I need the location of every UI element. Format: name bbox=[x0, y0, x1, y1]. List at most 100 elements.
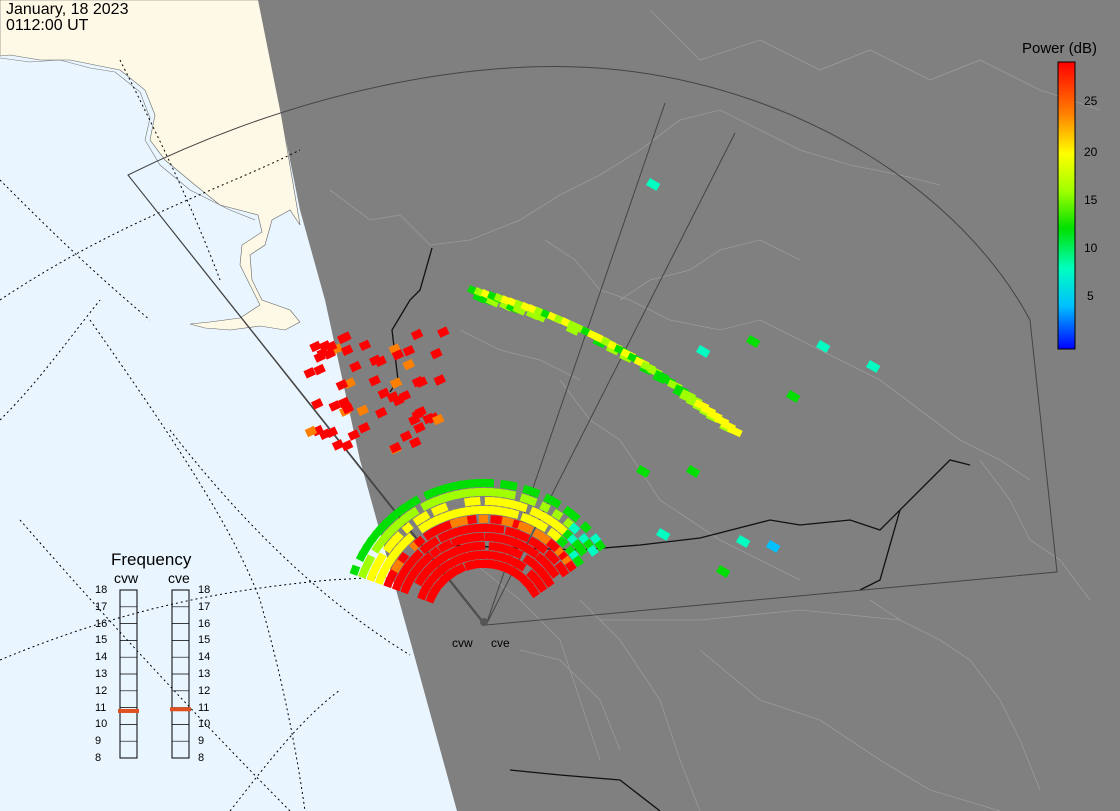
colorbar-tick: 20 bbox=[1084, 145, 1098, 159]
night-region bbox=[258, 0, 1120, 811]
echo-cell bbox=[557, 565, 570, 578]
echo-cell bbox=[323, 348, 336, 360]
echo-cell bbox=[696, 345, 711, 358]
echo-cell bbox=[529, 487, 541, 498]
echo-cell bbox=[410, 328, 424, 341]
echo-cell bbox=[474, 532, 485, 542]
echo-cell bbox=[547, 552, 560, 565]
echo-cell bbox=[391, 349, 405, 361]
echo-cell bbox=[716, 565, 731, 578]
echo-cell bbox=[356, 404, 369, 417]
echo-cell bbox=[549, 497, 562, 509]
echo-cell bbox=[575, 544, 588, 557]
echo-cell bbox=[441, 539, 454, 551]
colorbar-tick: 10 bbox=[1084, 241, 1098, 255]
echo-cell bbox=[324, 340, 338, 353]
echo-cell bbox=[402, 532, 415, 545]
echo-cell bbox=[461, 479, 472, 489]
echo-cell bbox=[339, 331, 352, 343]
echo-cell bbox=[309, 340, 322, 353]
freq-radar-cve: cve bbox=[168, 570, 190, 586]
echo-cell bbox=[766, 539, 781, 553]
echo-cell bbox=[477, 487, 487, 497]
echo-cell bbox=[487, 551, 498, 560]
echo-cell bbox=[428, 536, 441, 549]
frequency-scale-label: 17 bbox=[198, 600, 211, 613]
echo-cell bbox=[594, 539, 607, 552]
echo-cell bbox=[374, 406, 388, 419]
echo-cell bbox=[686, 465, 701, 478]
echo-cell bbox=[437, 502, 449, 514]
echo-cell bbox=[636, 465, 651, 478]
echo-cell bbox=[407, 506, 420, 519]
echo-cell bbox=[418, 510, 431, 523]
echo-cell bbox=[357, 421, 371, 434]
frequency-scale-label: 15 bbox=[95, 634, 108, 647]
radar-site-marker bbox=[480, 618, 488, 626]
echo-cell bbox=[363, 554, 376, 566]
echo-cell bbox=[408, 414, 421, 426]
echo-cell bbox=[485, 296, 500, 308]
echo-cell bbox=[445, 481, 457, 492]
colorbar-tick: 15 bbox=[1084, 193, 1098, 207]
echo-cell bbox=[568, 522, 581, 535]
frequency-marker bbox=[118, 708, 139, 713]
echo-cell bbox=[433, 374, 446, 386]
echo-cell bbox=[398, 390, 412, 402]
radar-label-cve: cve bbox=[491, 636, 510, 650]
echo-cell bbox=[310, 398, 324, 410]
echo-cell bbox=[507, 481, 518, 491]
lat-lon-grid bbox=[0, 59, 421, 811]
echo-cell bbox=[512, 305, 526, 316]
echo-cell bbox=[475, 541, 486, 551]
echo-cell bbox=[313, 363, 326, 376]
echo-cell bbox=[391, 531, 404, 544]
echo-cell bbox=[508, 509, 520, 519]
echo-cell bbox=[469, 487, 480, 497]
frequency-scale-label: 14 bbox=[198, 651, 211, 664]
echo-cell bbox=[432, 413, 445, 426]
echo-cell bbox=[746, 335, 761, 348]
echo-cell bbox=[437, 326, 450, 338]
echo-cell bbox=[375, 552, 387, 565]
echo-cell bbox=[535, 581, 548, 594]
echo-cell bbox=[349, 564, 361, 576]
echo-cell bbox=[556, 535, 569, 548]
echo-cell bbox=[347, 429, 361, 441]
date-label: January, 18 2023 bbox=[6, 1, 129, 18]
echo-cell bbox=[409, 495, 421, 508]
freq-radar-cvw: cvw bbox=[114, 570, 139, 586]
frequency-scale-label: 13 bbox=[198, 668, 211, 680]
echo-cell bbox=[340, 439, 354, 452]
echo-cell bbox=[866, 359, 881, 373]
echo-cell bbox=[470, 496, 481, 506]
echo-cell bbox=[536, 520, 549, 533]
frequency-scale-label: 9 bbox=[198, 735, 205, 748]
echo-cell bbox=[491, 488, 502, 497]
colorbar-title: Power (dB) bbox=[1022, 40, 1098, 57]
frequency-scale-label: 17 bbox=[95, 600, 108, 613]
echo-cell bbox=[454, 563, 467, 575]
echo-cell bbox=[415, 376, 428, 388]
colorbar bbox=[1057, 61, 1076, 350]
echo-cell bbox=[397, 551, 410, 564]
echo-cell bbox=[325, 426, 339, 439]
echo-cell bbox=[532, 312, 546, 323]
echo-cell bbox=[586, 544, 599, 557]
frequency-scale-label: 14 bbox=[95, 651, 108, 664]
echo-cell bbox=[469, 478, 479, 488]
echo-cell bbox=[340, 344, 354, 356]
echo-cell bbox=[466, 514, 478, 525]
echo-cell bbox=[422, 412, 435, 425]
echo-cell bbox=[736, 534, 751, 548]
echo-cell bbox=[565, 325, 580, 336]
frequency-scale-label: 18 bbox=[198, 584, 211, 596]
frequency-scale-label: 13 bbox=[95, 668, 108, 680]
frequency-scale-label: 10 bbox=[198, 718, 211, 731]
echo-cell bbox=[478, 514, 489, 524]
frequency-columns bbox=[118, 589, 191, 759]
echo-cell bbox=[514, 560, 527, 572]
echo-cell bbox=[568, 510, 581, 523]
frequency-scale-label: 8 bbox=[95, 752, 102, 764]
